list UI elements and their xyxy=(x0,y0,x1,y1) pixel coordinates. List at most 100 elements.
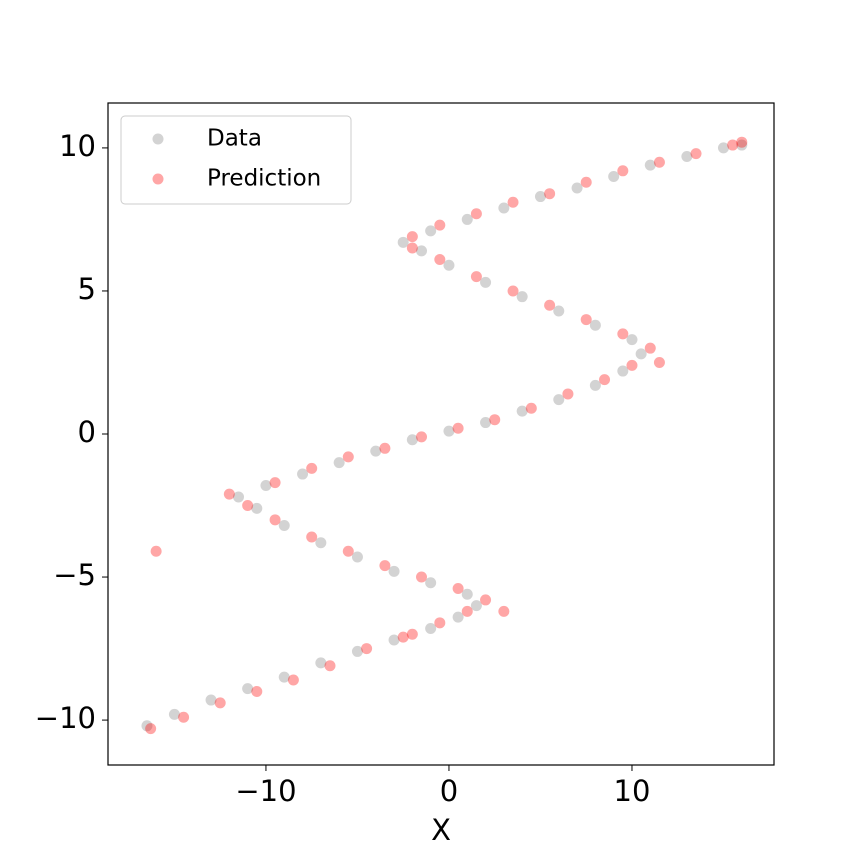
x-tick-label: −10 xyxy=(235,774,296,808)
point xyxy=(470,271,482,283)
point xyxy=(425,577,437,589)
point xyxy=(507,196,519,208)
point xyxy=(516,405,528,417)
point xyxy=(580,176,592,188)
point xyxy=(635,348,647,360)
point xyxy=(397,236,409,248)
point xyxy=(480,417,492,429)
point xyxy=(416,571,428,583)
point xyxy=(370,445,382,457)
point xyxy=(580,314,592,326)
x-axis-label: X xyxy=(431,813,451,847)
y-tick-label: −5 xyxy=(53,558,96,592)
point xyxy=(324,660,336,672)
y-tick-label: 5 xyxy=(78,272,96,306)
point xyxy=(681,150,693,162)
point xyxy=(534,191,546,203)
point xyxy=(626,334,638,346)
point xyxy=(544,188,556,200)
point xyxy=(388,634,400,646)
point xyxy=(379,560,391,572)
point xyxy=(498,605,510,617)
point xyxy=(461,213,473,225)
point xyxy=(653,156,665,168)
point xyxy=(242,683,254,695)
x-tick-label: 10 xyxy=(614,774,651,808)
point xyxy=(489,414,501,426)
x-tick-label: 0 xyxy=(440,774,458,808)
point xyxy=(150,545,162,557)
point xyxy=(425,225,437,237)
point xyxy=(425,623,437,635)
point xyxy=(480,594,492,606)
point xyxy=(269,477,281,489)
plot-frame xyxy=(107,102,775,766)
point xyxy=(498,202,510,214)
point xyxy=(416,431,428,443)
point xyxy=(452,582,464,594)
point xyxy=(525,402,537,414)
legend-marker xyxy=(152,133,164,145)
point xyxy=(589,379,601,391)
legend-label: Data xyxy=(207,126,262,152)
point xyxy=(443,259,455,271)
point xyxy=(297,468,309,480)
point xyxy=(599,374,611,386)
point xyxy=(342,545,354,557)
legend-marker xyxy=(152,173,164,185)
y-tick-label: −10 xyxy=(35,701,96,735)
point xyxy=(608,171,620,183)
point xyxy=(562,388,574,400)
point xyxy=(617,328,629,340)
point xyxy=(717,142,729,154)
point xyxy=(470,600,482,612)
point xyxy=(644,342,656,354)
point xyxy=(470,208,482,220)
point xyxy=(214,697,226,709)
point xyxy=(434,617,446,629)
y-tick-label: 0 xyxy=(78,415,96,449)
point xyxy=(406,434,418,446)
point xyxy=(544,299,556,311)
point xyxy=(333,457,345,469)
point xyxy=(342,451,354,463)
point xyxy=(653,356,665,368)
point xyxy=(260,479,272,491)
point xyxy=(617,365,629,377)
point xyxy=(416,245,428,257)
point xyxy=(553,394,565,406)
point xyxy=(406,242,418,254)
point xyxy=(626,359,638,371)
point xyxy=(351,645,363,657)
point xyxy=(379,442,391,454)
point xyxy=(278,520,290,532)
point xyxy=(306,462,318,474)
point xyxy=(516,291,528,303)
point xyxy=(406,231,418,243)
point xyxy=(205,694,217,706)
point xyxy=(727,139,739,151)
legend-box xyxy=(120,115,352,205)
point xyxy=(553,305,565,317)
point xyxy=(315,537,327,549)
point xyxy=(251,685,263,697)
point xyxy=(461,605,473,617)
point xyxy=(406,628,418,640)
point xyxy=(242,500,254,512)
point xyxy=(232,491,244,503)
point xyxy=(306,531,318,543)
point xyxy=(269,514,281,526)
point xyxy=(223,488,235,500)
point xyxy=(278,671,290,683)
point xyxy=(168,708,180,720)
point xyxy=(736,139,748,151)
point xyxy=(461,588,473,600)
point xyxy=(388,565,400,577)
point xyxy=(644,159,656,171)
point xyxy=(287,674,299,686)
point xyxy=(361,643,373,655)
point xyxy=(145,723,157,735)
point xyxy=(397,631,409,643)
point xyxy=(589,319,601,331)
